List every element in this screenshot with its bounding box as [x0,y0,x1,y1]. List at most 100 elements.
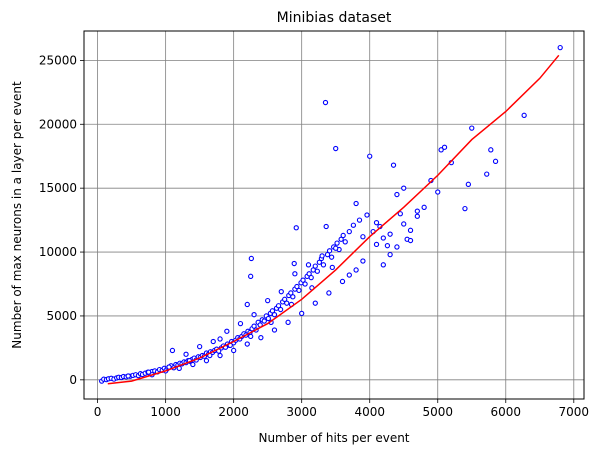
data-point [302,281,308,287]
data-point [488,147,494,153]
data-point [326,248,333,254]
data-point [258,335,264,341]
data-point [360,258,366,264]
y-tick-label: 20000 [39,117,77,131]
data-point [292,271,298,277]
data-point [284,300,290,306]
data-point [237,320,244,327]
data-point [333,145,339,152]
y-tick-label: 10000 [39,245,77,259]
data-point [231,347,237,354]
data-point [364,212,370,218]
data-point [248,273,254,279]
data-point [308,274,314,281]
data-point [306,271,312,277]
data-point [387,251,393,258]
data-point [265,315,272,322]
data-point [397,211,403,217]
data-point [380,262,386,268]
x-tick-label: 6000 [490,405,521,419]
data-point [407,227,414,233]
data-point [299,310,305,317]
data-point [293,225,299,231]
ticks: 0 1000 2000 3000 4000 5000 6000 7000 0 5000 10000 1… [39,53,589,419]
data-point [414,208,420,214]
data-point [196,343,203,350]
data-point [356,217,363,223]
data-point [469,125,475,131]
data-point [145,369,152,375]
data-point [360,234,366,240]
data-point [390,162,397,168]
data-point [340,232,346,239]
data-point [373,220,380,226]
data-point [294,283,300,290]
data-point [300,277,306,283]
axes-frame [83,30,585,400]
data-point [394,244,400,250]
data-point [465,181,472,187]
data-point [414,213,420,219]
data-point [314,268,320,274]
data-point [277,306,284,313]
data-point [367,153,373,159]
data-point [346,272,352,278]
data-point [462,205,468,212]
data-point [217,336,223,342]
y-tick-label: 0 [69,373,77,387]
data-point [251,312,257,318]
data-point [244,301,250,308]
data-point [380,235,386,241]
data-point [322,99,329,106]
data-point [387,231,393,237]
grid [84,31,584,399]
data-point [350,222,357,228]
data-point [312,300,318,306]
y-tick-label: 25000 [39,53,77,67]
data-point [328,254,335,260]
data-point [278,289,284,295]
data-point [261,318,267,324]
data-point [326,290,332,296]
data-point [333,245,339,251]
data-point [183,351,189,357]
data-point [217,352,223,359]
data-point [290,294,296,300]
data-point [291,260,297,267]
x-tick-label: 3000 [286,405,317,419]
data-point [265,297,271,304]
y-tick-label: 5000 [46,309,77,323]
data-point [401,185,407,191]
x-axis-label: Number of hits per event [258,431,409,445]
data-point [210,338,216,345]
data-point [296,287,302,294]
data-point [271,312,278,318]
data-point [384,243,391,249]
data-point [342,239,348,245]
data-point [275,303,282,309]
data-point [305,262,312,268]
data-point [319,253,325,259]
data-point [394,191,400,198]
data-point [353,267,359,273]
x-tick-label: 7000 [559,405,590,419]
data-point [224,328,230,334]
data-point [329,264,335,271]
data-point [269,308,276,314]
data-point [203,358,210,364]
x-tick-label: 5000 [422,405,453,419]
data-point [285,319,291,325]
data-point [244,341,250,347]
data-point [323,223,329,230]
data-point [484,171,490,177]
data-point [346,228,352,235]
data-point [492,158,499,164]
x-tick-label: 4000 [354,405,385,419]
data-point [248,255,254,262]
x-tick-label: 2000 [218,405,249,419]
data-point [248,333,254,340]
data-point [401,221,407,227]
